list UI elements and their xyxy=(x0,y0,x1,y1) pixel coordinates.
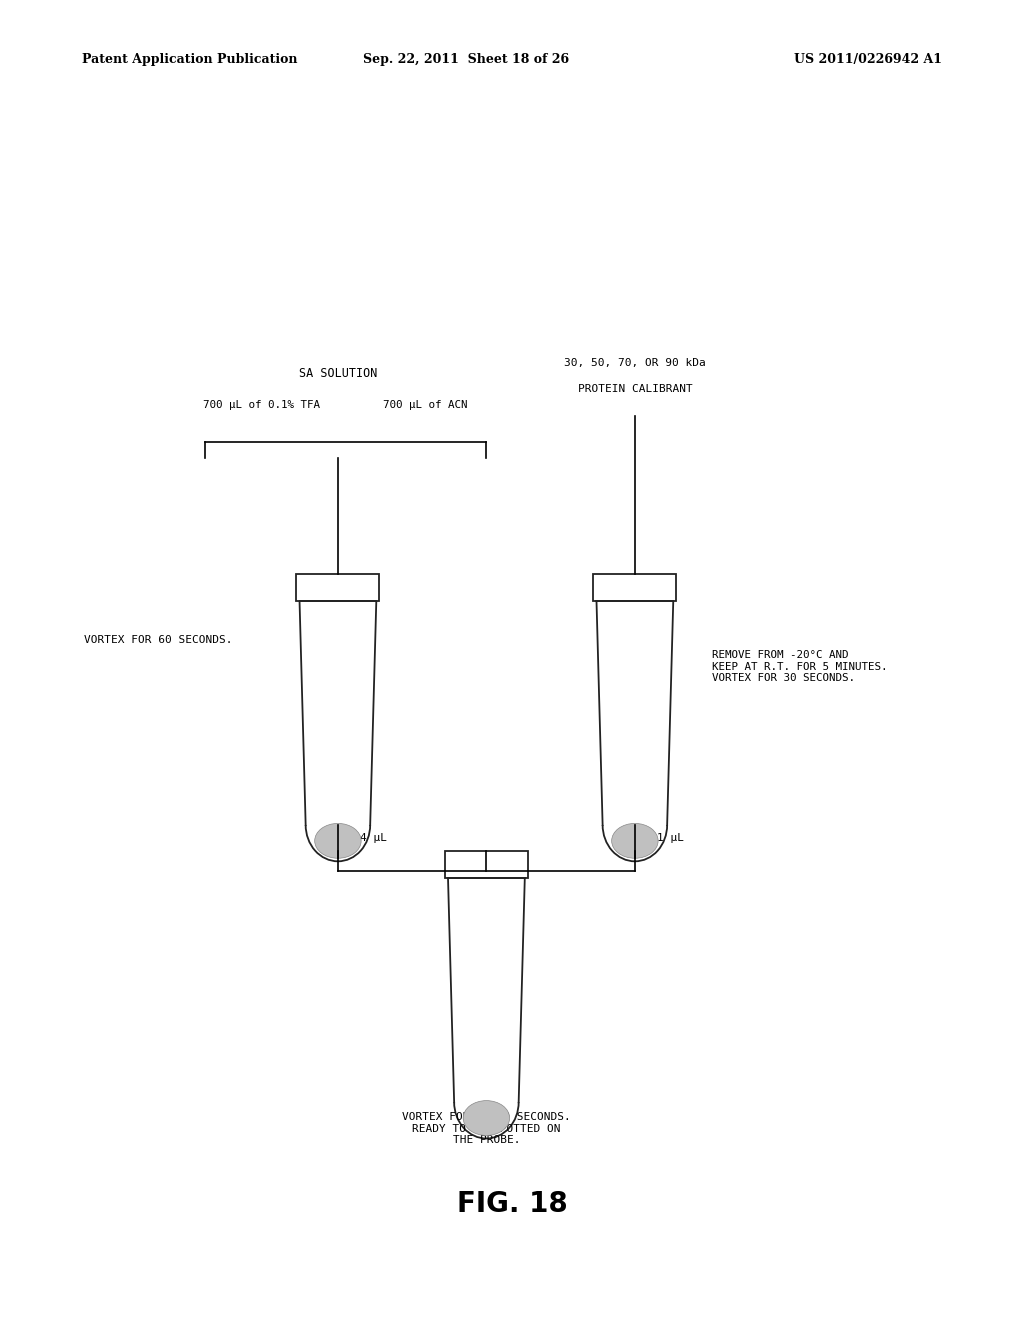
Text: US 2011/0226942 A1: US 2011/0226942 A1 xyxy=(794,53,942,66)
Ellipse shape xyxy=(611,824,658,858)
FancyBboxPatch shape xyxy=(444,851,528,878)
Text: FIG. 18: FIG. 18 xyxy=(457,1189,567,1218)
Ellipse shape xyxy=(463,1101,510,1135)
Text: Sep. 22, 2011  Sheet 18 of 26: Sep. 22, 2011 Sheet 18 of 26 xyxy=(362,53,569,66)
FancyBboxPatch shape xyxy=(297,574,380,601)
Text: 1 μL: 1 μL xyxy=(657,833,684,843)
Text: PROTEIN CALIBRANT: PROTEIN CALIBRANT xyxy=(578,384,692,395)
Text: SA SOLUTION: SA SOLUTION xyxy=(299,367,377,380)
Polygon shape xyxy=(451,878,522,1102)
Text: 700 μL of ACN: 700 μL of ACN xyxy=(383,400,467,411)
FancyBboxPatch shape xyxy=(594,574,676,601)
Text: 4 μL: 4 μL xyxy=(360,833,387,843)
Polygon shape xyxy=(598,601,672,825)
Text: VORTEX FOR 15-20 SECONDS.
READY TO BE SPOTTED ON
THE PROBE.: VORTEX FOR 15-20 SECONDS. READY TO BE SP… xyxy=(402,1111,570,1146)
Ellipse shape xyxy=(314,824,361,858)
Text: REMOVE FROM -20°C AND
KEEP AT R.T. FOR 5 MINUTES.
VORTEX FOR 30 SECONDS.: REMOVE FROM -20°C AND KEEP AT R.T. FOR 5… xyxy=(712,649,887,684)
Text: Patent Application Publication: Patent Application Publication xyxy=(82,53,297,66)
Text: 30, 50, 70, OR 90 kDa: 30, 50, 70, OR 90 kDa xyxy=(564,358,706,368)
Text: 700 μL of 0.1% TFA: 700 μL of 0.1% TFA xyxy=(203,400,319,411)
Text: VORTEX FOR 60 SECONDS.: VORTEX FOR 60 SECONDS. xyxy=(84,635,233,645)
Polygon shape xyxy=(302,601,375,825)
